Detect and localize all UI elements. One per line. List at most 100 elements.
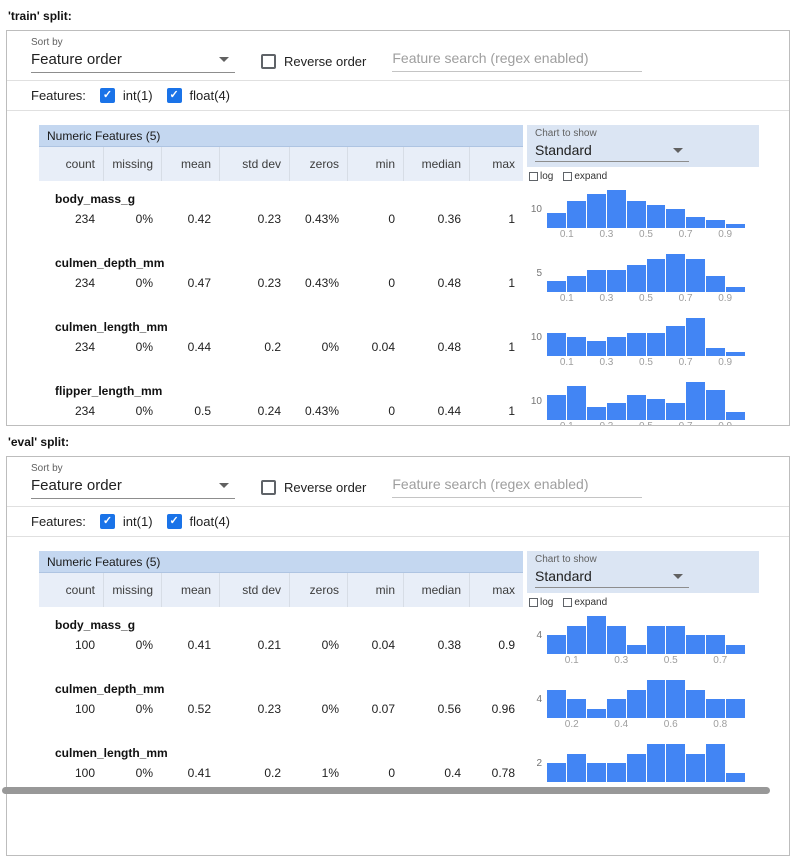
stat-value: 0% (135, 766, 153, 780)
stat-value: 0% (135, 340, 153, 354)
hist-x-tick: 0.9 (718, 229, 733, 240)
chart-type-dropdown[interactable]: Standard (535, 141, 689, 162)
feature-histogram[interactable]: 5 0.1 0.3 0.5 0.7 0.9 (527, 247, 759, 311)
hist-x-tick: 0.7 (678, 229, 693, 240)
hist-x-ticks (547, 782, 745, 783)
hist-y-axis-label: 10 (530, 203, 542, 215)
feature-type-int-control[interactable]: int(1) (99, 88, 153, 103)
hist-bar (626, 644, 646, 654)
hist-main: 10 (527, 382, 759, 420)
hist-bar (606, 337, 626, 356)
reverse-order-control[interactable]: Reverse order (261, 54, 366, 69)
column-header-zeros: zeros (289, 573, 347, 607)
stat-value: 0.07 (371, 702, 395, 716)
hist-main: 4 (527, 616, 759, 654)
feature-histogram[interactable]: 10 0.1 0.3 0.5 0.7 0.9 (527, 183, 759, 247)
sort-by-dropdown[interactable]: Feature order (31, 476, 235, 499)
hist-bar (566, 753, 586, 782)
feature-type-float-control[interactable]: float(4) (166, 88, 231, 103)
stat-value: 0% (135, 702, 153, 716)
reverse-order-checkbox[interactable] (261, 480, 276, 495)
expand-label: expand (574, 170, 608, 182)
log-checkbox[interactable] (529, 597, 538, 607)
stat-value: 0.43% (304, 404, 339, 418)
chart-column: Chart to show Standard log expand (527, 551, 759, 801)
stats-panel: Sort by Feature order Reverse order Feat… (6, 30, 790, 426)
hist-bars (547, 616, 746, 654)
sort-by-dropdown[interactable]: Feature order (31, 50, 235, 73)
horizontal-scrollbar-thumb[interactable] (2, 787, 770, 794)
stat-value: 0.48 (437, 276, 461, 290)
feature-search-input[interactable] (392, 47, 643, 72)
int-label: int(1) (122, 88, 153, 103)
sort-by-label: Sort by (31, 37, 63, 48)
train-split-section: 'train' split: Sort by Feature order Rev… (0, 0, 796, 426)
hist-bar (646, 398, 666, 420)
stat-value: 0.38 (437, 638, 461, 652)
stat-value: 234 (74, 404, 95, 418)
column-header-missing: missing (103, 573, 161, 607)
hist-bar (706, 348, 726, 356)
int-label: int(1) (122, 514, 153, 529)
feature-type-float-control[interactable]: float(4) (166, 514, 230, 529)
hist-x-tick: 0.7 (679, 421, 693, 425)
feature-histogram[interactable]: 4 0.1 0.3 0.5 0.7 (527, 609, 759, 673)
expand-checkbox[interactable] (563, 171, 573, 181)
float-checkbox[interactable] (166, 514, 182, 529)
feature-histogram[interactable]: 10 0.1 0.3 0.5 0.7 0.9 (527, 311, 759, 375)
log-checkbox[interactable] (529, 171, 538, 181)
log-control[interactable]: log (529, 597, 553, 608)
hist-bar (666, 680, 686, 718)
column-header-missing: missing (103, 147, 161, 181)
hist-x-tick: 0.1 (560, 421, 574, 425)
feature-rows: body_mass_g 234 0% 0.42 0.23 0.43% 0 0.36 1 culme… (39, 181, 523, 425)
hist-x-tick: 0.9 (718, 421, 732, 425)
hist-bar (666, 403, 686, 420)
hist-bar (646, 744, 666, 782)
log-control[interactable]: log (529, 171, 553, 182)
stat-value: 234 (74, 340, 95, 354)
hist-bar (726, 224, 746, 228)
expand-control[interactable]: expand (563, 597, 607, 608)
feature-histogram[interactable]: 4 0.2 0.4 0.6 0.8 (527, 673, 759, 737)
hist-bar (626, 394, 646, 420)
hist-bar (586, 193, 606, 228)
hist-x-tick: 0.7 (713, 655, 728, 666)
feature-histogram[interactable]: 2 (527, 737, 759, 801)
reverse-order-control[interactable]: Reverse order (261, 480, 366, 495)
hist-bar (566, 337, 586, 356)
hist-bar (666, 209, 686, 228)
hist-x-tick: 0.1 (559, 229, 574, 240)
float-checkbox[interactable] (166, 88, 182, 103)
feature-row: culmen_depth_mm 100 0% 0.52 0.23 0% 0.07 0.56 0.… (39, 671, 523, 735)
split-title: 'train' split: (8, 9, 72, 23)
chart-type-dropdown[interactable]: Standard (535, 567, 689, 588)
expand-label: expand (574, 596, 608, 608)
chart-type-value: Standard (535, 568, 592, 584)
chart-column: Chart to show Standard log expand (527, 125, 759, 425)
reverse-order-checkbox[interactable] (261, 54, 276, 69)
hist-bar (547, 635, 566, 654)
hist-bar (726, 644, 746, 654)
feature-row: body_mass_g 234 0% 0.42 0.23 0.43% 0 0.36 1 (39, 181, 523, 245)
expand-checkbox[interactable] (563, 597, 573, 607)
float-label: float(4) (189, 88, 231, 103)
stat-value: 0% (321, 340, 339, 354)
stat-value: 0.96 (491, 702, 515, 716)
hist-x-tick: 0.3 (599, 229, 614, 240)
stat-value: 0.42 (187, 212, 211, 226)
hist-main: 10 (527, 318, 759, 356)
hist-bars (547, 680, 746, 718)
hist-bar (646, 205, 666, 228)
feature-search-input[interactable] (392, 473, 643, 498)
feature-histogram[interactable]: 10 0.1 0.3 0.5 0.7 0.9 (527, 375, 759, 425)
hist-bar (586, 407, 606, 420)
chevron-down-icon (673, 573, 683, 579)
int-checkbox[interactable] (99, 514, 115, 529)
feature-type-int-control[interactable]: int(1) (99, 514, 153, 529)
int-checkbox[interactable] (99, 88, 115, 103)
stat-value: 0.21 (257, 638, 281, 652)
column-header-min: min (347, 573, 403, 607)
hist-bar (626, 264, 646, 292)
expand-control[interactable]: expand (563, 171, 607, 182)
